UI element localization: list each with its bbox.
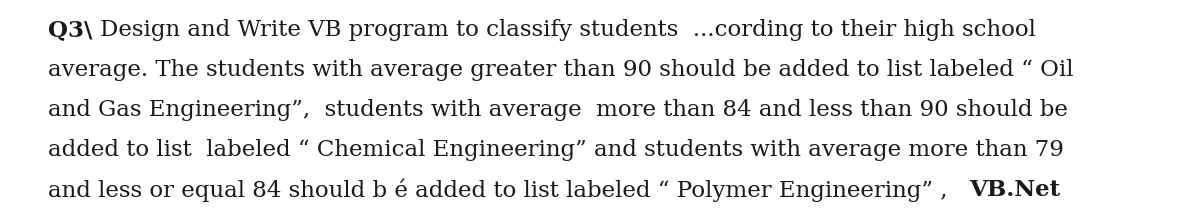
Text: and Gas Engineering”,  students with average  more than 84 and less than 90 shou: and Gas Engineering”, students with aver… bbox=[48, 99, 1068, 121]
Text: Q3\: Q3\ bbox=[48, 19, 101, 41]
Text: VB.Net: VB.Net bbox=[970, 178, 1061, 201]
Text: Design and Write VB program to classify students  ...cording to their high schoo: Design and Write VB program to classify … bbox=[101, 19, 1037, 41]
Text: added to list  labeled “ Chemical Engineering” and students with average more th: added to list labeled “ Chemical Enginee… bbox=[48, 139, 1064, 161]
Text: and less or equal 84 should b é added to list labeled “ Polymer Engineering” ,: and less or equal 84 should b é added to… bbox=[48, 178, 970, 202]
Text: average. The students with average greater than 90 should be added to list label: average. The students with average great… bbox=[48, 59, 1074, 81]
